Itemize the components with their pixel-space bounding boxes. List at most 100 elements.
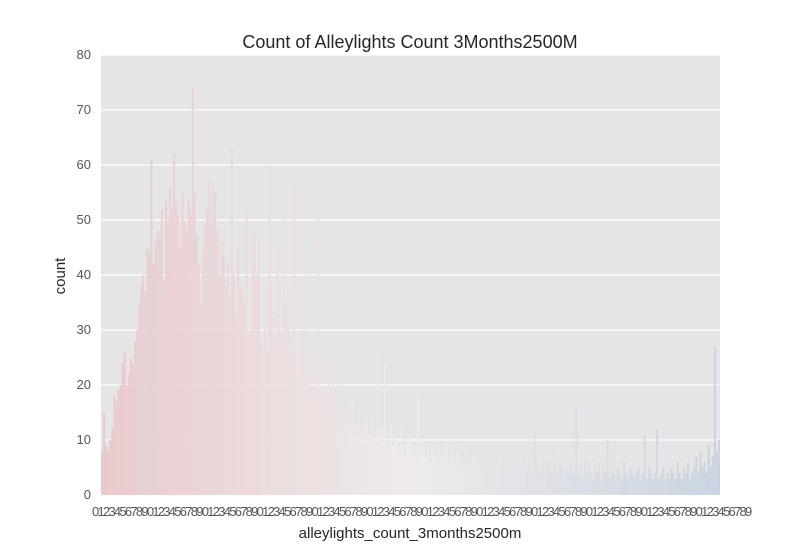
x-tick-label: 5 xyxy=(284,504,291,519)
bar xyxy=(191,88,194,495)
bar xyxy=(156,231,159,495)
bar xyxy=(111,429,114,495)
bar xyxy=(563,478,566,495)
x-tick-labels: 0123456789012345678901234567890123456789… xyxy=(92,504,752,519)
bar xyxy=(425,456,427,495)
y-tick-label: 60 xyxy=(77,157,91,172)
bar xyxy=(594,467,597,495)
bar xyxy=(323,390,326,495)
bar xyxy=(204,225,207,495)
bar xyxy=(214,192,217,495)
bar xyxy=(377,352,380,495)
bar xyxy=(612,473,615,495)
bar xyxy=(515,451,518,495)
bar xyxy=(575,407,578,495)
x-tick-label: 9 xyxy=(141,504,148,519)
bar xyxy=(148,253,151,495)
x-tick-label: 4 xyxy=(169,504,176,519)
y-tick-label: 20 xyxy=(77,377,91,392)
bar xyxy=(113,396,116,495)
x-tick-label: 0 xyxy=(586,504,593,519)
bar xyxy=(662,467,665,495)
x-tick-label: 0 xyxy=(92,504,99,519)
x-tick-label: 7 xyxy=(185,504,192,519)
bar xyxy=(394,434,396,495)
bar xyxy=(526,467,529,495)
bar xyxy=(305,247,308,495)
bar xyxy=(309,357,312,495)
bar xyxy=(338,396,341,495)
bar xyxy=(187,198,190,495)
bar xyxy=(280,335,283,495)
bar xyxy=(243,302,246,495)
x-tick-label: 6 xyxy=(180,504,187,519)
bar xyxy=(542,456,545,495)
bar xyxy=(513,462,516,495)
bar xyxy=(218,275,221,495)
bar xyxy=(414,456,417,495)
bar xyxy=(658,478,661,495)
bar xyxy=(321,385,324,495)
x-tick-label: 7 xyxy=(679,504,686,519)
bar xyxy=(528,462,531,495)
bar xyxy=(577,473,580,495)
x-tick-label: 6 xyxy=(344,504,351,519)
bar xyxy=(383,363,386,495)
bar xyxy=(643,434,646,495)
x-tick-label: 7 xyxy=(130,504,137,519)
x-tick-label: 2 xyxy=(268,504,275,519)
x-tick-label: 0 xyxy=(257,504,264,519)
bar xyxy=(402,445,405,495)
x-tick-label: 4 xyxy=(443,504,450,519)
bar xyxy=(505,462,508,495)
bar xyxy=(235,313,238,495)
bar xyxy=(682,467,685,495)
bar xyxy=(530,473,533,495)
bar xyxy=(680,478,683,495)
bar xyxy=(361,440,363,495)
bar xyxy=(645,478,648,495)
bar xyxy=(588,467,590,495)
bar xyxy=(328,357,330,495)
bar xyxy=(464,451,467,495)
bar xyxy=(189,214,192,495)
bar xyxy=(441,451,444,495)
bar xyxy=(695,456,698,495)
bar xyxy=(311,396,314,495)
x-tick-label: 3 xyxy=(383,504,390,519)
bar xyxy=(136,330,139,495)
bar xyxy=(117,390,120,495)
bar xyxy=(346,418,349,495)
bar xyxy=(416,396,419,495)
x-tick-label: 8 xyxy=(136,504,143,519)
bar xyxy=(701,467,704,495)
bar xyxy=(198,264,200,495)
x-tick-label: 6 xyxy=(619,504,626,519)
bar xyxy=(639,478,642,495)
bar xyxy=(567,473,570,495)
bar xyxy=(534,429,537,495)
bar xyxy=(565,467,568,495)
bar xyxy=(693,467,696,495)
bar xyxy=(532,467,535,495)
bar xyxy=(641,473,644,495)
bar xyxy=(251,264,254,495)
bar xyxy=(451,440,454,495)
bar xyxy=(202,253,205,495)
bar xyxy=(427,451,429,495)
bar xyxy=(381,429,384,495)
x-tick-label: 7 xyxy=(624,504,631,519)
bar xyxy=(167,220,169,495)
x-tick-label: 9 xyxy=(416,504,423,519)
x-tick-label: 1 xyxy=(372,504,379,519)
bar xyxy=(177,214,180,495)
bar xyxy=(301,330,304,495)
x-tick-label: 0 xyxy=(641,504,648,519)
x-tick-label: 5 xyxy=(613,504,620,519)
bar xyxy=(123,352,126,495)
bar xyxy=(711,456,714,495)
bar xyxy=(276,247,279,495)
x-tick-label: 6 xyxy=(564,504,571,519)
bar xyxy=(350,423,353,495)
bar xyxy=(307,385,310,495)
